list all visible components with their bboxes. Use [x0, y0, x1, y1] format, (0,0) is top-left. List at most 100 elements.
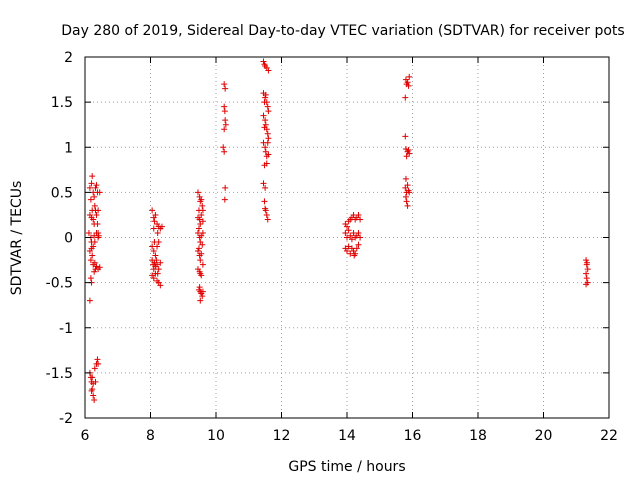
data-point	[90, 392, 97, 399]
data-point	[87, 196, 94, 203]
data-point	[157, 282, 164, 289]
data-point	[262, 91, 269, 98]
x-tick-label: 16	[404, 428, 422, 444]
x-tick-label: 14	[338, 428, 356, 444]
data-point	[260, 112, 267, 119]
data-point	[198, 211, 205, 218]
x-axis-title: GPS time / hours	[288, 459, 405, 475]
data-point	[221, 108, 228, 115]
y-tick-label: -0.5	[46, 276, 73, 292]
data-point	[265, 151, 272, 158]
data-point	[584, 266, 591, 273]
data-point	[91, 268, 98, 275]
data-point	[353, 245, 360, 252]
data-point	[265, 108, 272, 115]
data-point	[152, 252, 159, 259]
x-tick-label: 10	[207, 428, 225, 444]
data-point	[406, 73, 413, 80]
data-point	[95, 232, 102, 239]
data-point	[263, 160, 270, 167]
data-point	[221, 81, 228, 88]
chart-title: Day 280 of 2019, Sidereal Day-to-day VTE…	[61, 23, 624, 39]
x-tick-labels: 6 8 10 12 14 16 18 20 22	[81, 428, 618, 444]
y-tick-labels: -2 -1.5 -1 -0.5 0 0.5 1 1.5 2	[46, 50, 73, 427]
data-point	[355, 241, 362, 248]
data-point	[351, 252, 358, 259]
data-point	[199, 229, 206, 236]
x-tick-label: 20	[535, 428, 553, 444]
data-point	[152, 211, 159, 218]
data-point	[150, 225, 157, 232]
data-point	[195, 225, 202, 232]
data-point	[198, 250, 205, 257]
data-point	[402, 94, 409, 101]
data-point	[262, 184, 269, 191]
data-point	[344, 234, 350, 241]
data-point	[261, 124, 268, 131]
data-point	[155, 239, 162, 246]
data-point	[403, 198, 410, 205]
data-point	[199, 293, 206, 300]
data-point	[405, 146, 412, 153]
data-point	[261, 198, 268, 205]
data-point	[88, 180, 95, 187]
data-point	[197, 297, 204, 304]
data-point	[261, 61, 268, 68]
data-point	[92, 207, 99, 214]
data-point	[154, 229, 161, 236]
data-point	[85, 229, 92, 236]
data-point	[199, 288, 206, 295]
data-point	[264, 139, 271, 146]
data-point	[195, 286, 202, 293]
data-point	[149, 207, 156, 214]
data-point	[264, 216, 271, 223]
data-point	[94, 220, 101, 227]
data-point	[357, 234, 364, 241]
data-point	[222, 184, 229, 191]
axis-ticks	[84, 56, 610, 419]
y-tick-label: -1	[59, 321, 73, 337]
data-point	[90, 380, 97, 387]
data-point	[194, 248, 201, 255]
data-point	[194, 189, 201, 196]
data-point	[155, 266, 162, 273]
data-point	[402, 133, 409, 140]
data-point	[263, 211, 270, 218]
data-point	[403, 153, 410, 160]
data-point	[89, 374, 96, 381]
x-tick-label: 12	[273, 428, 291, 444]
x-tick-label: 18	[469, 428, 487, 444]
data-point	[262, 144, 269, 151]
data-point	[221, 126, 228, 133]
data-point	[87, 257, 94, 264]
data-point	[265, 135, 272, 142]
data-point	[199, 218, 206, 225]
data-point	[92, 184, 99, 191]
data-point	[355, 229, 362, 236]
data-point	[93, 211, 100, 218]
data-point	[88, 387, 95, 394]
data-point	[347, 232, 354, 239]
data-point	[93, 182, 100, 189]
data-point	[342, 229, 349, 236]
data-point	[222, 85, 229, 92]
y-tick-label: -2	[59, 411, 73, 427]
data-point	[153, 257, 160, 264]
data-point	[583, 275, 590, 282]
y-tick-label: 2	[64, 50, 73, 66]
x-tick-label: 8	[146, 428, 155, 444]
data-point	[87, 275, 94, 282]
data-point	[345, 243, 352, 250]
data-point	[91, 365, 98, 372]
data-point	[584, 259, 591, 266]
data-point	[89, 173, 96, 180]
data-point	[403, 81, 410, 88]
data-point	[583, 281, 590, 288]
x-tick-label: 22	[600, 428, 618, 444]
data-point	[344, 248, 350, 255]
data-point	[404, 202, 411, 209]
data-point	[199, 202, 206, 209]
data-point	[95, 360, 102, 367]
data-point	[195, 245, 202, 252]
